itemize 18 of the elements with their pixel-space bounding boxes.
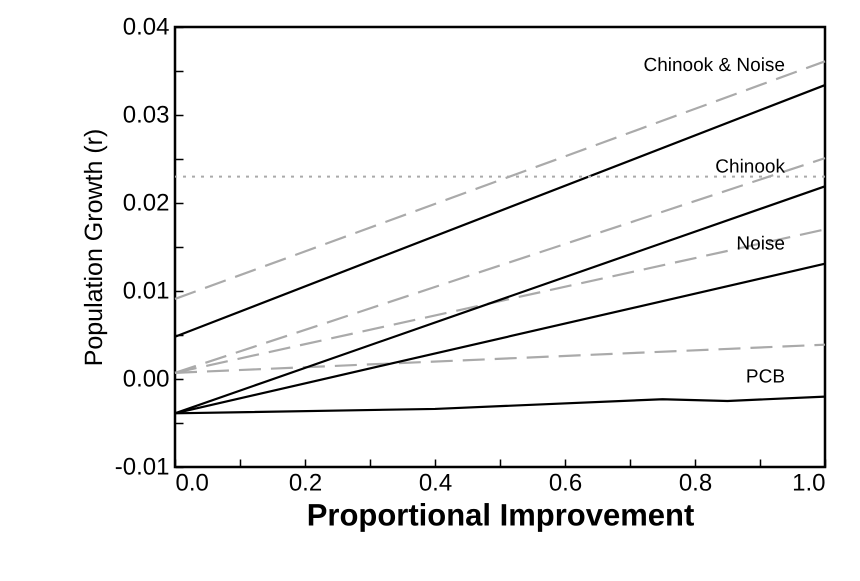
x-tick-label: 0.2 [288,470,322,496]
x-tick-label: 0.8 [678,470,712,496]
series-label: PCB [746,366,785,388]
y-tick-label: 0.00 [122,366,170,392]
x-tick-label: 0.4 [418,470,452,496]
x-tick-label: 0.0 [176,470,209,496]
y-tick-label: 0.01 [122,278,170,304]
series-label: Noise [736,234,785,255]
series-label: Chinook & Noise [643,55,785,76]
y-axis-title: Population Growth (r) [80,128,108,366]
y-tick-label: -0.01 [114,454,170,480]
y-tick-label: 0.04 [122,14,170,40]
x-tick-label: 1.0 [792,470,826,496]
y-tick-label: 0.03 [122,102,170,128]
y-tick-label: 0.02 [122,190,170,216]
x-axis-title: Proportional Improvement [306,498,694,532]
x-tick-label: 0.6 [548,470,582,496]
series-label: Chinook [715,156,786,178]
